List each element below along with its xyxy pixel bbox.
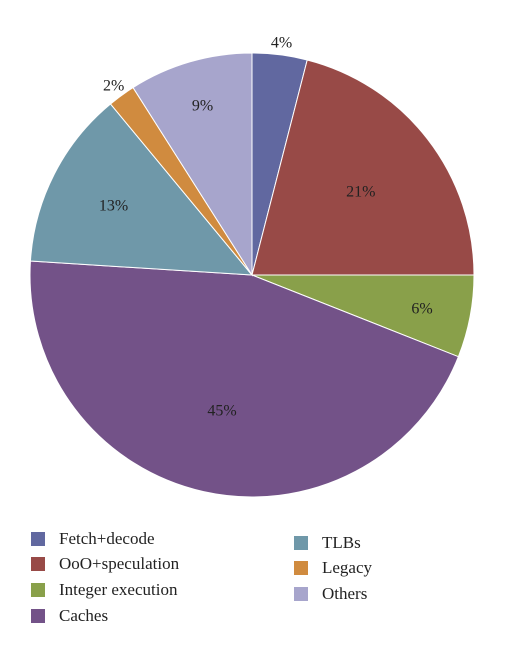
slice-label-tlbs: 13% <box>99 197 128 214</box>
legend-item-fetch-decode: Fetch+decode <box>31 528 155 550</box>
legend-item-ooo-speculation: OoO+speculation <box>31 553 179 575</box>
legend-label-caches: Caches <box>59 606 109 625</box>
legend-item-tlbs: TLBs <box>294 532 361 554</box>
slice-label-integer-execution: 6% <box>411 300 432 317</box>
pie-slice-labels: 4% 21% 6% 45% 13% 2% 9% <box>99 35 433 420</box>
slice-label-ooo-speculation: 21% <box>346 184 375 201</box>
legend-item-legacy: Legacy <box>294 557 372 579</box>
legend-label-ooo-speculation: OoO+speculation <box>59 554 180 573</box>
legend-label-legacy: Legacy <box>322 558 373 577</box>
legend-item-integer-execution: Integer execution <box>31 579 177 601</box>
slice-label-legacy: 2% <box>103 78 124 95</box>
legend-swatch-tlbs <box>294 536 308 550</box>
legend-label-tlbs: TLBs <box>322 533 361 552</box>
legend-swatch-fetch-decode <box>31 532 45 546</box>
legend-label-others: Others <box>322 584 368 603</box>
legend-item-others: Others <box>294 583 367 605</box>
legend-swatch-others <box>294 587 308 601</box>
slice-label-caches: 45% <box>207 402 236 419</box>
legend-label-integer-execution: Integer execution <box>59 580 178 599</box>
slice-label-fetch-decode: 4% <box>271 35 292 52</box>
pie-slice-ooo-speculation <box>251 59 475 276</box>
slice-label-others: 9% <box>192 98 213 115</box>
pie-chart: 4% 21% 6% 45% 13% 2% 9% <box>29 35 475 498</box>
legend-label-fetch-decode: Fetch+decode <box>59 529 155 548</box>
pie-slice-tlbs <box>29 103 254 276</box>
legend-swatch-legacy <box>294 561 308 575</box>
legend-swatch-ooo-speculation <box>31 557 45 571</box>
pie-slice-caches <box>29 260 460 498</box>
legend-swatch-integer-execution <box>31 583 45 597</box>
pie-slice-others <box>132 52 253 277</box>
pie-slices <box>29 52 475 498</box>
legend-swatch-caches <box>31 609 45 623</box>
legend-item-caches: Caches <box>31 605 108 627</box>
